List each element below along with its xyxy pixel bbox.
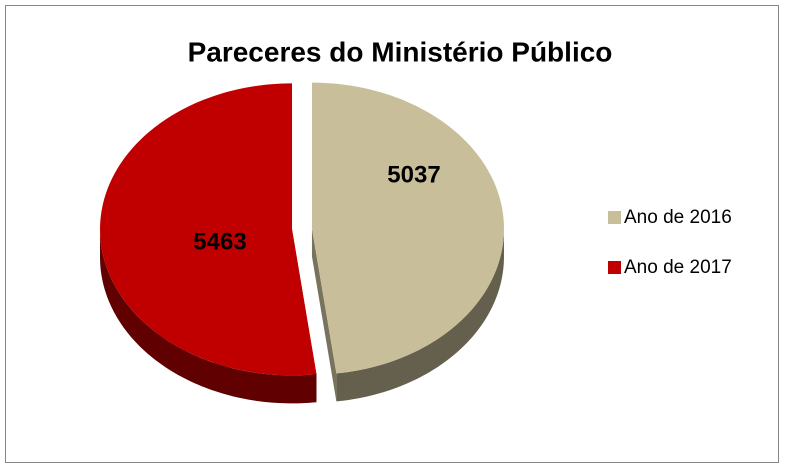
slice: [100, 83, 317, 376]
legend-swatch: [608, 211, 621, 224]
slice-side: [336, 228, 504, 402]
data-label: 5463: [193, 228, 246, 255]
data-label: 5037: [387, 161, 440, 188]
legend-label: Ano de 2017: [624, 257, 732, 278]
legend-swatch: [608, 261, 621, 274]
legend-label: Ano de 2016: [624, 207, 732, 228]
slice-cut-face: [311, 228, 337, 402]
slice: [311, 82, 504, 374]
chart-title: Pareceres do Ministério Público: [188, 36, 613, 67]
slice-side: [100, 229, 317, 404]
